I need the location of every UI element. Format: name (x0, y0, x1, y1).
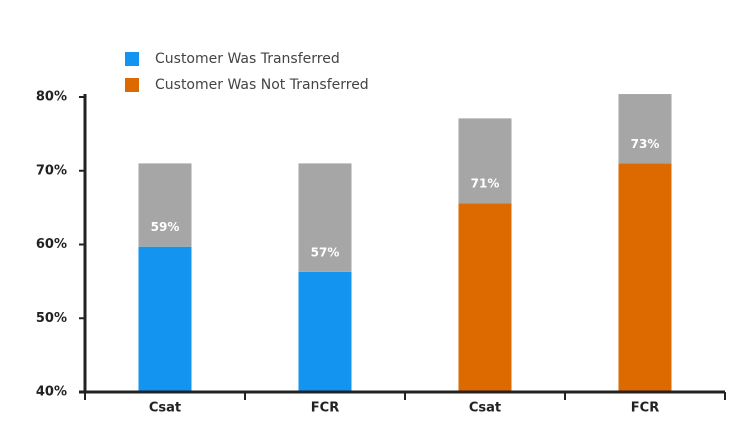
x-tick-label: Csat (469, 401, 501, 416)
legend-swatch (125, 52, 139, 66)
legend-swatch (125, 78, 139, 92)
bar-annotation: 59% (151, 220, 180, 234)
bar-segment (138, 246, 192, 392)
legend-label: Customer Was Transferred (155, 51, 340, 67)
x-tick-label: FCR (631, 401, 659, 416)
y-tick-label: 60% (36, 237, 67, 252)
y-tick-label: 50% (36, 311, 67, 326)
bar-segment (458, 118, 512, 204)
legend-label: Customer Was Not Transferred (155, 77, 369, 93)
bar-annotation: 71% (471, 177, 500, 191)
bar-annotation: 57% (311, 245, 340, 259)
x-tick-label: FCR (311, 401, 339, 416)
y-tick-label: 40% (36, 385, 67, 400)
x-tick-label: Csat (149, 401, 181, 416)
bar-segment (138, 163, 192, 247)
bar-annotation: 73% (631, 137, 660, 151)
bar-segment (298, 163, 352, 272)
bar-segment (458, 203, 512, 392)
y-tick-label: 70% (36, 163, 67, 178)
bar-segment (618, 94, 672, 164)
bar-segment (298, 271, 352, 392)
bar-segment (618, 163, 672, 392)
y-tick-label: 80% (36, 90, 67, 105)
